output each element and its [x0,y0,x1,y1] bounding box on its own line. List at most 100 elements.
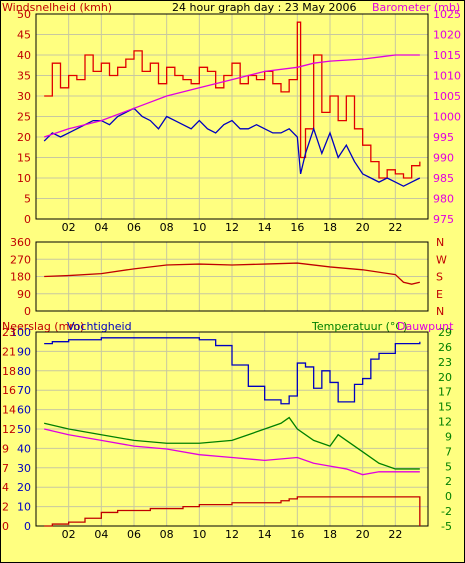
barometer-tick-label: 990 [433,152,454,165]
x-tick-label: 12 [225,528,239,541]
barometer-axis-title: Barometer (mb) [372,1,461,14]
rain-tick-label: 18 [2,365,16,378]
temperature-tick-label: 0 [445,490,452,503]
temperature-tick-label: 20 [438,371,452,384]
temperature-tick-label: 7 [445,445,452,458]
x-tick-label: 08 [160,221,174,234]
x-tick-label: 02 [62,528,76,541]
temperature-tick-label: 29 [438,326,452,339]
rain-tick-label: 21 [2,345,16,358]
temperature-tick-label: 2 [445,475,452,488]
direction-grid [36,241,428,312]
temperature-tick-label: 17 [438,386,452,399]
barometer-tick-label: 1020 [433,29,461,42]
wind-tick-label: 0 [24,213,31,226]
wind-tick-label: 50 [17,8,31,21]
temperature-tick-label: 26 [438,341,452,354]
barometer-tick-label: 975 [433,213,454,226]
humidity-tick-label: 90 [17,345,31,358]
humidity-tick-label: 30 [17,462,31,475]
humidity-line [44,337,421,405]
wind-tick-label: 25 [17,111,31,124]
x-tick-label: 14 [258,528,272,541]
barometer-tick-label: 980 [433,193,454,206]
rain-tick-label: 0 [2,520,9,533]
x-tick-label: 10 [192,221,206,234]
wind-tick-label: 40 [17,49,31,62]
x-tick-label: 06 [127,528,141,541]
x-tick-label: 20 [356,221,370,234]
humidity-tick-label: 80 [17,365,31,378]
x-tick-label: 04 [94,528,108,541]
x-tick-label: 20 [356,528,370,541]
direction-plot-frame [35,241,429,312]
wind-tick-label: 15 [17,152,31,165]
humidity-tick-label: 50 [17,423,31,436]
compass-label: W [436,253,447,266]
rain-tick-label: 23 [2,326,16,339]
x-tick-label: 18 [323,221,337,234]
barometer-tick-label: 1005 [433,90,461,103]
x-tick-label: 04 [94,221,108,234]
x-tick-label: 02 [62,221,76,234]
x-tick-label: 14 [258,221,272,234]
x-tick-label: 22 [388,221,402,234]
rain-tick-label: 4 [2,481,9,494]
rain-axis-title: Neerslag (mm) [2,320,85,333]
humidity-tick-label: 0 [24,520,31,533]
temperature-axis-title: Temperatuur (°C) [312,320,408,333]
wind-tick-label: 35 [17,70,31,83]
x-tick-label: 10 [192,528,206,541]
temperature-tick-label: 15 [438,401,452,414]
compass-label: N [436,305,444,318]
barometer-tick-label: 1025 [433,8,461,21]
rain-tick-label: 14 [2,404,16,417]
x-tick-label: 12 [225,221,239,234]
wind-direction-line [44,262,420,285]
rain-line [44,496,421,527]
humidity-tick-label: 100 [10,326,31,339]
compass-label: N [436,236,444,249]
wind-axis-title: Windsnelheid (kmh) [2,1,113,14]
temperature-tick-label: 23 [438,356,452,369]
x-tick-label: 06 [127,221,141,234]
direction-tick-label: 180 [10,271,31,284]
wind-plot-frame [35,13,429,220]
dewpoint-line [44,428,420,476]
wind-tick-label: 45 [17,29,31,42]
temperature-tick-label: -5 [441,520,452,533]
humidity-tick-label: 20 [17,481,31,494]
temperature-tick-label: 12 [438,416,452,429]
temperature-tick-label: -2 [441,505,452,518]
compass-label: S [436,271,443,284]
wind-tick-label: 10 [17,172,31,185]
temperature-tick-label: 9 [445,430,452,443]
humidity-axis-title: Vochtigheid [67,320,132,333]
humidity-plot-frame [35,331,429,527]
direction-tick-label: 90 [17,288,31,301]
wind-grid [36,13,428,220]
wind-tick-label: 5 [24,193,31,206]
rain-tick-label: 2 [2,501,9,514]
rain-tick-label: 16 [2,384,16,397]
humidity-tick-label: 60 [17,404,31,417]
barometer-line [43,54,420,138]
temperature-line [44,416,420,470]
wind-gust-line [44,21,421,179]
x-tick-label: 18 [323,528,337,541]
x-tick-label: 08 [160,528,174,541]
wind-tick-label: 30 [17,90,31,103]
direction-tick-label: 360 [10,236,31,249]
dewpoint-axis-title: Dauwpunt [397,320,454,333]
barometer-tick-label: 985 [433,172,454,185]
chart-title: 24 hour graph day : 23 May 2006 [172,1,357,14]
x-tick-label: 16 [290,528,304,541]
rain-tick-label: 7 [2,462,9,475]
x-tick-label: 16 [290,221,304,234]
humidity-tick-label: 40 [17,442,31,455]
barometer-tick-label: 995 [433,131,454,144]
direction-tick-label: 270 [10,253,31,266]
compass-label: E [436,288,443,301]
temperature-tick-label: 5 [445,460,452,473]
